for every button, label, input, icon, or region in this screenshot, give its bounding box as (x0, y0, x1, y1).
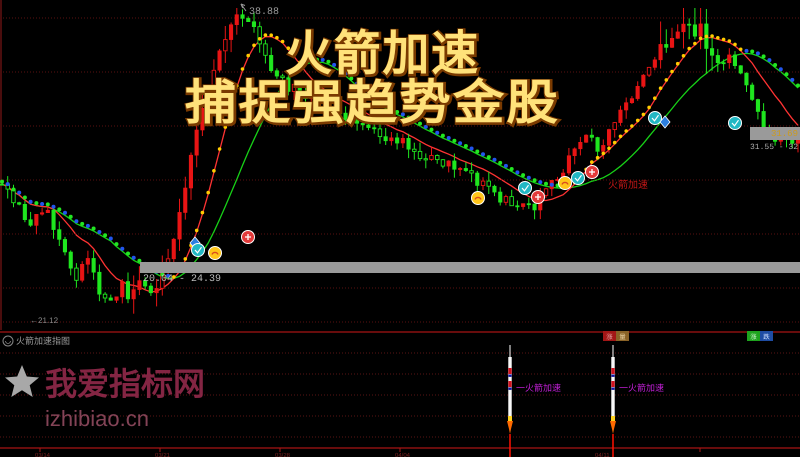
svg-text:火箭加速: 火箭加速 (285, 28, 480, 81)
svg-text:一火箭加速: 一火箭加速 (516, 383, 561, 393)
svg-text:我爱指标网: 我爱指标网 (45, 366, 205, 402)
svg-text:火箭加速指图: 火箭加速指图 (16, 336, 70, 346)
svg-text:03/28: 03/28 (275, 452, 291, 457)
svg-text:31.55 - 32: 31.55 - 32 (750, 143, 798, 152)
svg-text:跌: 跌 (763, 333, 770, 341)
svg-text:04/11: 04/11 (595, 452, 610, 457)
svg-text:捕捉强趋势金股: 捕捉强趋势金股 (185, 77, 560, 130)
svg-text:03/14: 03/14 (35, 452, 51, 457)
svg-text:火箭加速: 火箭加速 (608, 179, 648, 191)
svg-text:一火箭加速: 一火箭加速 (619, 383, 664, 393)
svg-text:涨: 涨 (606, 333, 613, 341)
svg-text:涨: 涨 (750, 333, 757, 341)
svg-text:izhibiao.cn: izhibiao.cn (45, 406, 149, 431)
svg-text:38.88: 38.88 (249, 7, 279, 18)
svg-text:03/21: 03/21 (155, 452, 171, 457)
svg-text:04/04: 04/04 (395, 452, 411, 457)
svg-text:20.04 - 24.39: 20.04 - 24.39 (143, 274, 221, 285)
svg-text:量: 量 (619, 333, 626, 341)
svg-text:←21.12: ←21.12 (30, 316, 59, 325)
svg-text:31.69: 31.69 (771, 129, 798, 139)
